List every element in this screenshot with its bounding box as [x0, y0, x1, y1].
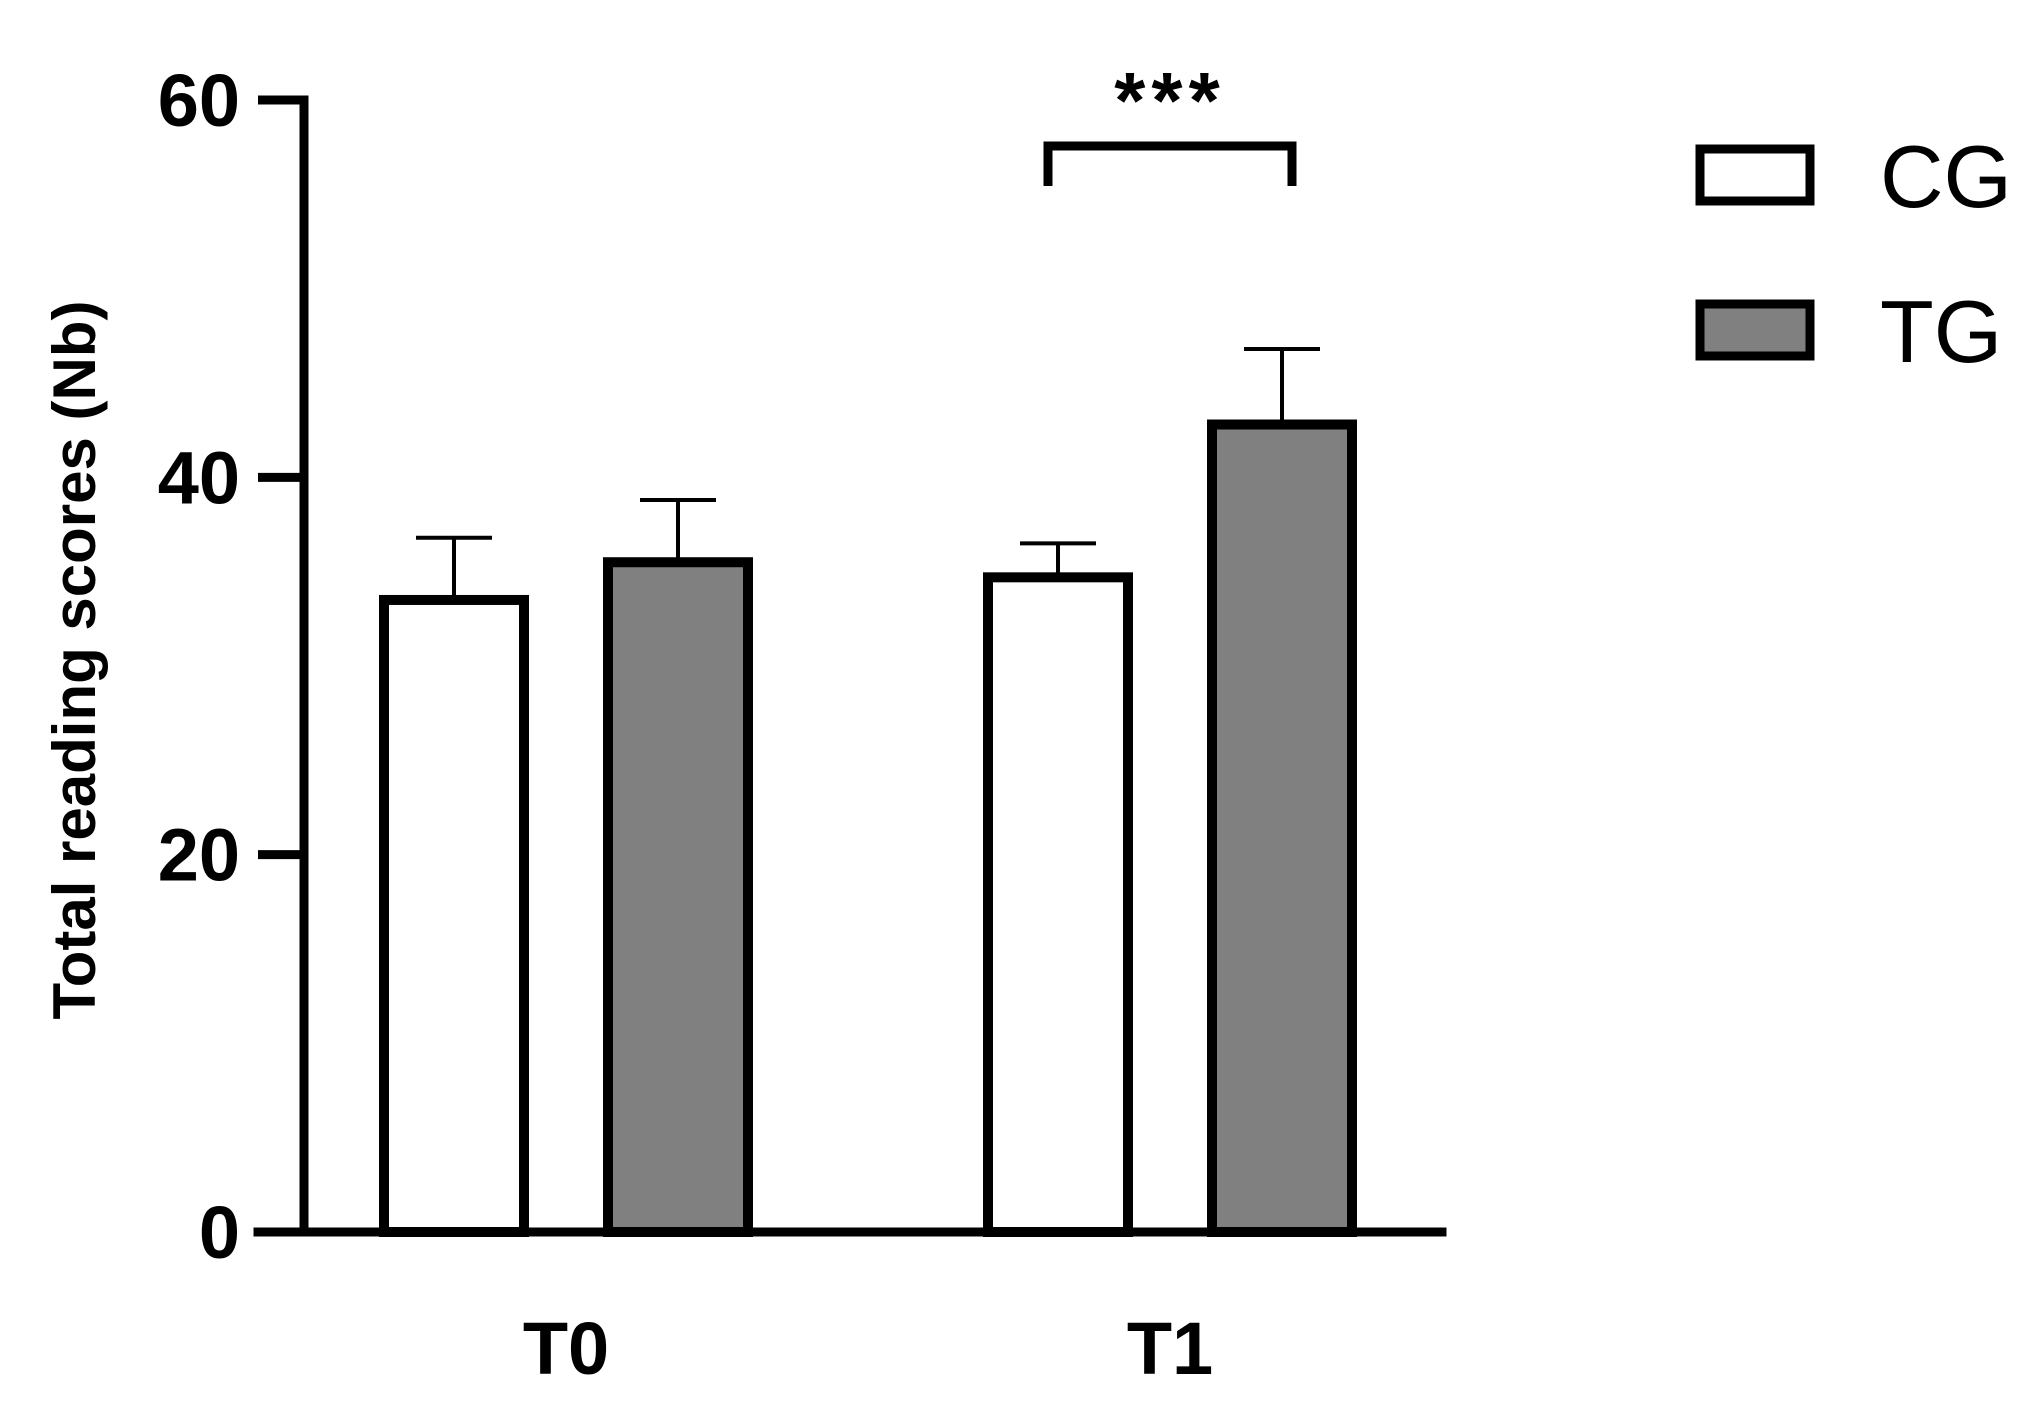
- y-axis-label-group: Total reading scores (Nb): [41, 300, 108, 1019]
- legend-swatch-tg: [1695, 299, 1815, 361]
- significance-label: ***: [1114, 56, 1225, 145]
- y-tick-label-60: 60: [158, 59, 240, 142]
- y-tick-label-0: 0: [199, 1191, 240, 1274]
- legend-swatch-cg: [1695, 144, 1815, 206]
- x-tick-label-t0: T0: [523, 1307, 609, 1390]
- legend-label-cg: CG: [1880, 127, 2012, 226]
- legend: CG TG: [1695, 127, 2012, 381]
- bar-tg-t0: [603, 557, 753, 1237]
- plot-area: 0 20 40 60 T0 T1 ***: [158, 56, 1447, 1390]
- bar-cg-t1: [983, 572, 1133, 1237]
- y-tick-label-20: 20: [158, 814, 240, 897]
- y-tick-label-40: 40: [158, 436, 240, 519]
- legend-label-tg: TG: [1880, 282, 2002, 381]
- y-axis-label: Total reading scores (Nb): [41, 300, 108, 1019]
- bar-tg-t1: [1207, 419, 1357, 1237]
- x-tick-label-t1: T1: [1127, 1307, 1213, 1390]
- significance-bracket: [1043, 141, 1297, 186]
- bar-cg-t0: [379, 594, 529, 1237]
